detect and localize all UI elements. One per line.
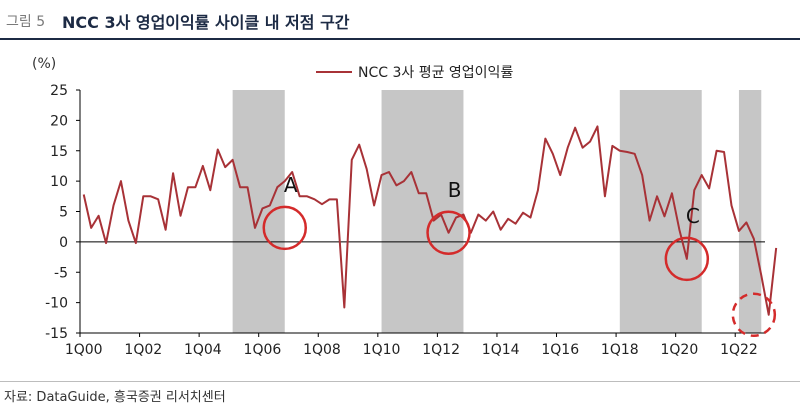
x-tick-label: 1Q00 (65, 342, 103, 358)
series-line-layer (82, 125, 778, 316)
axes: -15 -10 -5 0 5 10 15 20 25 1Q00 1Q02 1Q04 1Q06 1Q08 1Q… (45, 83, 765, 358)
shaded-regions (232, 90, 762, 333)
dashed-highlight-circle (731, 292, 777, 338)
figure-number: 그림 5 (6, 14, 46, 30)
shaded-region (738, 90, 762, 333)
x-tick-label: 1Q12 (422, 342, 460, 358)
legend: NCC 3사 평균 영업이익률 (316, 62, 513, 82)
annotation-label: A (284, 173, 298, 197)
series-line (82, 125, 778, 316)
y-tick-label: 10 (50, 174, 68, 190)
highlight-circle (262, 205, 308, 251)
y-tick-label: 5 (59, 205, 68, 221)
x-tick-label: 1Q22 (720, 342, 758, 358)
y-tick-label: 20 (50, 113, 68, 129)
x-tick-label: 1Q04 (184, 342, 222, 358)
x-tick-label: 1Q14 (482, 342, 520, 358)
x-tick-label: 1Q18 (601, 342, 639, 358)
legend-label: NCC 3사 평균 영업이익률 (358, 65, 514, 81)
y-axis-unit: (%) (32, 56, 57, 72)
x-tick-label: 1Q02 (124, 342, 162, 358)
highlight-circle (664, 236, 710, 282)
shaded-region (232, 90, 285, 333)
x-tick-label: 1Q08 (303, 342, 341, 358)
legend-line-swatch (316, 71, 352, 73)
source-note: 자료: DataGuide, 흥국증권 리서치센터 (4, 390, 226, 405)
x-tick-label: 1Q10 (363, 342, 401, 358)
header-rule (0, 38, 800, 40)
shaded-region (619, 90, 702, 333)
y-tick-label: -10 (45, 296, 68, 312)
annotations: A B C (262, 173, 777, 338)
annotation-label: B (448, 178, 462, 202)
line-chart: -15 -10 -5 0 5 10 15 20 25 1Q00 1Q02 1Q04 1Q06 1Q08 1Q… (45, 83, 778, 358)
y-tick-label: 15 (50, 144, 68, 160)
annotation-label: C (686, 204, 700, 228)
y-tick-label: 25 (50, 83, 68, 99)
figure-header: 그림 5 NCC 3사 영업이익률 사이클 내 저점 구간 (0, 0, 800, 40)
y-tick-label: -5 (54, 265, 68, 281)
y-tick-label: 0 (59, 235, 68, 251)
highlight-circle (426, 210, 471, 256)
y-tick-label: -15 (45, 326, 68, 342)
source-rule (0, 381, 800, 382)
figure-title: NCC 3사 영업이익률 사이클 내 저점 구간 (62, 13, 350, 32)
x-tick-label: 1Q06 (244, 342, 282, 358)
x-tick-label: 1Q16 (541, 342, 579, 358)
x-tick-label: 1Q20 (661, 342, 699, 358)
